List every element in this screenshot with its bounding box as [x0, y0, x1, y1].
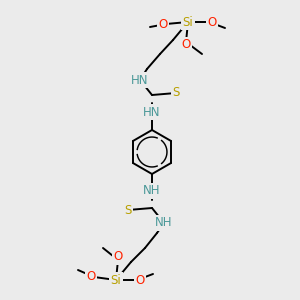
Text: NH: NH	[143, 184, 161, 197]
Text: O: O	[207, 16, 217, 28]
Text: Si: Si	[183, 16, 194, 28]
Text: O: O	[182, 38, 190, 52]
Text: O: O	[135, 274, 145, 286]
Text: HN: HN	[131, 74, 149, 86]
Text: S: S	[124, 203, 132, 217]
Text: O: O	[158, 19, 168, 32]
Text: S: S	[172, 86, 180, 100]
Text: Si: Si	[111, 274, 122, 286]
Text: O: O	[113, 250, 123, 263]
Text: O: O	[86, 271, 96, 284]
Text: HN: HN	[143, 106, 161, 118]
Text: NH: NH	[155, 217, 173, 230]
